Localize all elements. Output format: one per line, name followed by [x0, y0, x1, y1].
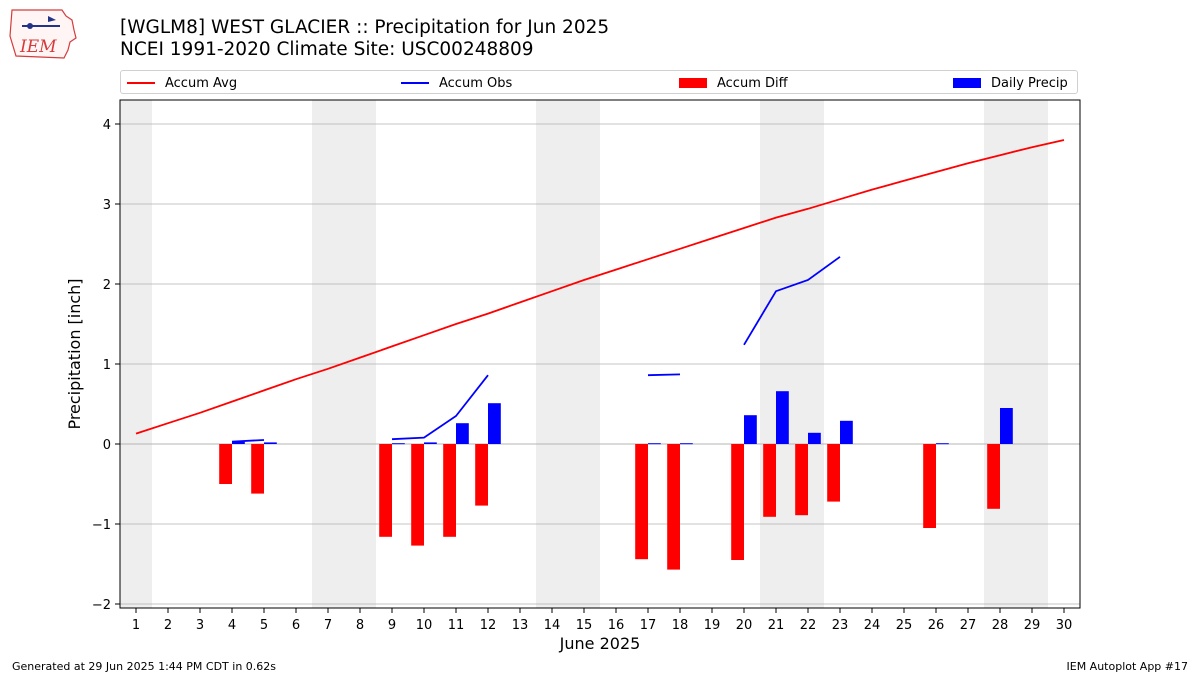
accum-diff-bar	[219, 444, 232, 484]
x-tick-label: 28	[992, 618, 1009, 633]
accum-diff-bar	[635, 444, 648, 560]
daily-precip-bar	[840, 420, 853, 444]
daily-precip-bar	[680, 443, 693, 445]
accum-diff-bar	[251, 444, 264, 494]
svg-text:IEM: IEM	[19, 37, 57, 57]
daily-precip-bar	[232, 441, 245, 444]
x-tick-label: 1	[132, 618, 140, 633]
x-tick-label: 16	[608, 618, 625, 633]
iem-logo: IEM	[9, 9, 77, 59]
footer-generated: Generated at 29 Jun 2025 1:44 PM CDT in …	[12, 660, 277, 673]
weekend-band	[312, 100, 376, 608]
x-tick-label: 5	[260, 618, 268, 633]
x-tick-label: 19	[704, 618, 721, 633]
legend-item: Accum Obs	[401, 74, 512, 92]
weekend-band	[984, 100, 1048, 608]
x-tick-label: 26	[928, 618, 945, 633]
daily-precip-bar	[808, 432, 821, 444]
accum-diff-bar	[763, 444, 776, 517]
legend-item: Accum Avg	[127, 74, 237, 92]
daily-precip-bar	[1000, 408, 1013, 444]
accum-diff-bar	[379, 444, 392, 537]
y-tick-label: 2	[103, 278, 111, 293]
x-axis-label: June 2025	[559, 634, 641, 653]
daily-precip-bar	[456, 423, 469, 444]
legend-swatch	[127, 82, 155, 84]
x-tick-label: 27	[960, 618, 977, 633]
x-tick-label: 3	[196, 618, 204, 633]
daily-precip-bar	[936, 443, 949, 445]
chart-title: [WGLM8] WEST GLACIER :: Precipitation fo…	[120, 17, 610, 38]
accum-diff-bar	[731, 444, 744, 560]
accum-obs-line	[647, 373, 681, 377]
daily-precip-bar	[776, 391, 789, 444]
legend-label: Accum Diff	[717, 75, 788, 91]
legend-label: Daily Precip	[991, 75, 1068, 91]
x-tick-label: 17	[640, 618, 657, 633]
legend-item: Daily Precip	[953, 74, 1068, 92]
accum-diff-bar	[667, 444, 680, 570]
weekend-band	[760, 100, 824, 608]
x-tick-label: 7	[324, 618, 332, 633]
x-tick-label: 9	[388, 618, 396, 633]
legend-label: Accum Obs	[439, 75, 513, 91]
accum-diff-bar	[827, 444, 840, 502]
x-tick-label: 30	[1056, 618, 1073, 633]
chart-legend: Accum Avg Accum Obs Accum Diff Daily Precip	[120, 70, 1078, 94]
x-tick-label: 15	[576, 618, 593, 633]
x-tick-label: 24	[864, 618, 881, 633]
legend-swatch	[401, 82, 429, 84]
y-tick-label: −2	[92, 598, 111, 613]
chart-subtitle: NCEI 1991-2020 Climate Site: USC00248809	[120, 39, 534, 60]
x-tick-label: 22	[800, 618, 817, 633]
daily-precip-bar	[424, 442, 437, 444]
y-axis-label: Precipitation [inch]	[65, 278, 84, 429]
x-tick-label: 14	[544, 618, 561, 633]
x-tick-label: 4	[228, 618, 236, 633]
x-tick-label: 29	[1024, 618, 1041, 633]
daily-precip-bar	[264, 442, 277, 444]
x-tick-label: 11	[448, 618, 465, 633]
y-tick-label: 3	[103, 198, 111, 213]
y-tick-label: −1	[92, 518, 111, 533]
accum-diff-bar	[795, 444, 808, 516]
x-tick-label: 25	[896, 618, 913, 633]
daily-precip-bar	[648, 443, 661, 445]
footer-app: IEM Autoplot App #17	[1066, 660, 1189, 673]
accum-diff-bar	[411, 444, 424, 546]
x-tick-label: 10	[416, 618, 433, 633]
daily-precip-bar	[488, 403, 501, 444]
x-tick-label: 8	[356, 618, 364, 633]
legend-label: Accum Avg	[165, 75, 238, 91]
daily-precip-bar	[392, 443, 405, 445]
x-tick-label: 6	[292, 618, 300, 633]
accum-obs-line	[231, 439, 265, 443]
x-tick-label: 21	[768, 618, 785, 633]
y-tick-label: 0	[103, 438, 111, 453]
accum-diff-bar	[987, 444, 1000, 509]
accum-avg-line	[135, 139, 1065, 435]
legend-swatch	[953, 78, 981, 88]
plot-frame	[119, 99, 1081, 609]
accum-diff-bar	[443, 444, 456, 537]
accum-obs-line	[391, 374, 489, 441]
accum-diff-bar	[923, 444, 936, 528]
legend-swatch	[679, 78, 707, 88]
x-tick-label: 18	[672, 618, 689, 633]
weekend-band	[536, 100, 600, 608]
accum-diff-bar	[475, 444, 488, 506]
x-tick-label: 23	[832, 618, 849, 633]
x-tick-label: 2	[164, 618, 172, 633]
x-tick-label: 20	[736, 618, 753, 633]
weekend-band	[120, 100, 152, 608]
legend-item: Accum Diff	[679, 74, 788, 92]
y-tick-label: 4	[103, 118, 111, 133]
y-tick-label: 1	[103, 358, 111, 373]
accum-obs-line	[743, 256, 841, 346]
x-tick-label: 12	[480, 618, 497, 633]
daily-precip-bar	[744, 415, 757, 444]
x-tick-label: 13	[512, 618, 529, 633]
